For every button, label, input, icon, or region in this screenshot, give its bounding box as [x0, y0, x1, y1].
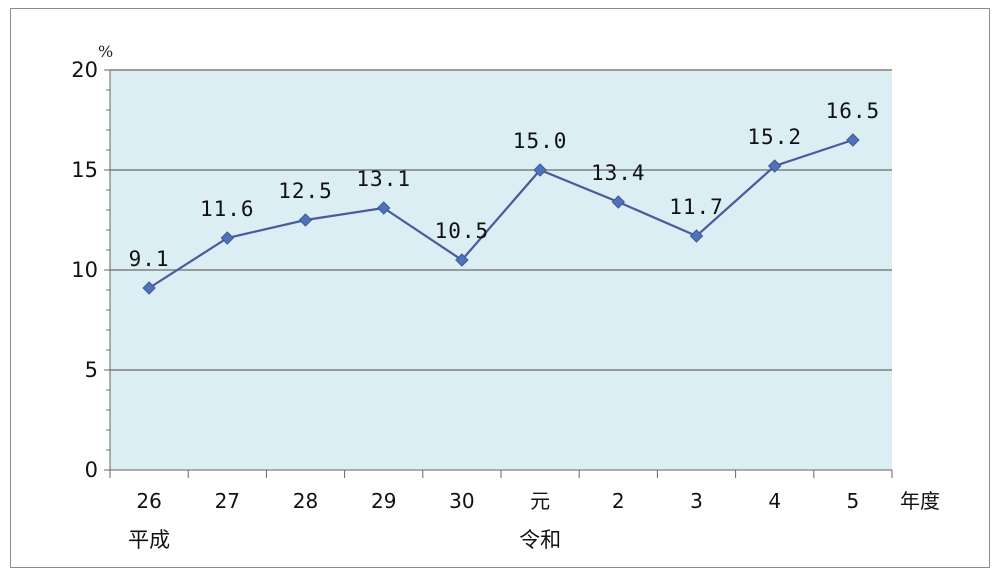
- y-tick-label-0: 0: [85, 458, 98, 482]
- x-tick-label-2: 2: [612, 489, 625, 513]
- chart-frame: [10, 8, 990, 568]
- data-label-4: 15.2: [747, 125, 802, 149]
- data-point-4: [767, 159, 782, 173]
- tick-labels: 0 5 10 15 20 26 27 28 29 30 元 2 3 4 5 平成 令和: [71, 58, 859, 552]
- x-tick-label-28: 28: [293, 489, 318, 513]
- series-line: [142, 133, 860, 295]
- data-point-5: [846, 133, 860, 147]
- x-tick-label-4: 4: [768, 489, 781, 513]
- y-tick-label-20: 20: [71, 58, 98, 82]
- era-label: 平成: [128, 528, 170, 552]
- data-point-27: [220, 231, 235, 245]
- x-tick-label-5: 5: [847, 489, 860, 513]
- y-axis-unit: %: [98, 42, 113, 61]
- data-label-元: 15.0: [513, 129, 568, 153]
- data-label-30: 10.5: [435, 219, 490, 243]
- data-label-3: 11.7: [669, 195, 724, 219]
- data-labels: 9.1 11.6 12.5 13.1 10.5 15.0 13.4 11.7 15.2 16.5: [129, 99, 881, 271]
- data-label-27: 11.6: [200, 197, 255, 221]
- data-label-5: 16.5: [826, 99, 881, 123]
- data-label-29: 13.1: [356, 167, 411, 191]
- gridlines: [110, 69, 892, 371]
- data-label-2: 13.4: [591, 161, 646, 185]
- x-axis-unit: 年度: [900, 489, 940, 513]
- x-tick-label-27: 27: [215, 489, 240, 513]
- data-point-26: [142, 281, 156, 295]
- x-tick-label-3: 3: [690, 489, 703, 513]
- y-tick-label-10: 10: [71, 258, 98, 282]
- axes: [104, 69, 893, 478]
- series-line-0: [148, 138, 854, 289]
- y-tick-label-15: 15: [71, 158, 98, 182]
- data-point-30: [455, 253, 469, 267]
- data-label-26: 9.1: [129, 247, 170, 271]
- y-tick-label-5: 5: [85, 358, 98, 382]
- x-tick-label-元: 元: [530, 489, 550, 513]
- data-label-28: 12.5: [278, 179, 333, 203]
- x-tick-label-29: 29: [371, 489, 396, 513]
- data-point-2: [611, 195, 626, 209]
- x-tick-label-26: 26: [136, 489, 161, 513]
- data-point-元: [533, 163, 547, 177]
- data-point-3: [689, 229, 704, 243]
- data-point-29: [376, 201, 391, 215]
- x-tick-label-30: 30: [449, 489, 474, 513]
- era-label: 令和: [519, 528, 561, 552]
- data-point-28: [298, 213, 313, 227]
